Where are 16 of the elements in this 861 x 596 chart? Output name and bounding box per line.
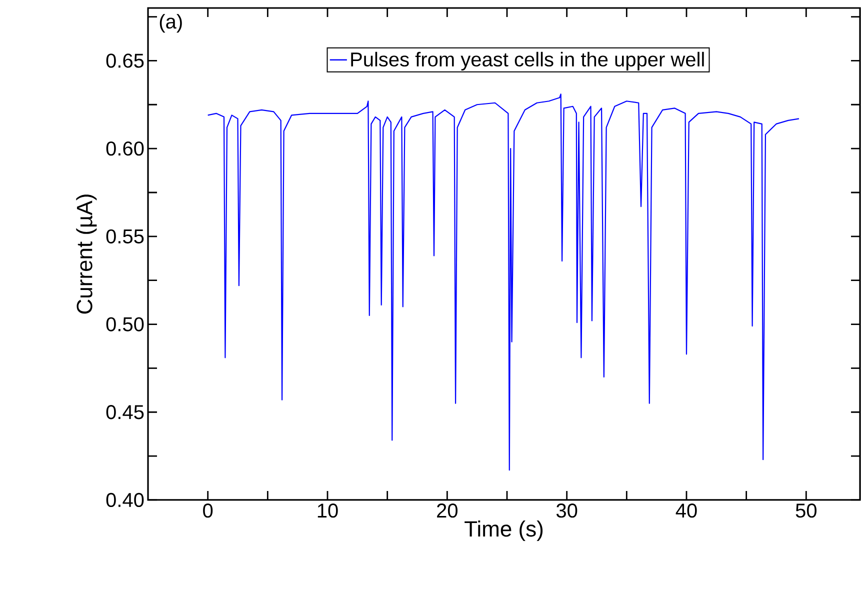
y-axis-title: Current (µA) <box>76 194 97 314</box>
y-tick-label: 0.45 <box>106 405 144 420</box>
y-tick-label: 0.40 <box>106 492 144 508</box>
y-tick-label: 0.50 <box>106 317 144 332</box>
y-tick-label: 0.55 <box>106 229 144 244</box>
x-tick-label: 0 <box>203 504 213 518</box>
legend-label: Pulses from yeast cells in the upper well <box>351 52 704 70</box>
x-tick-label: 20 <box>437 504 458 518</box>
y-tick-label: 0.65 <box>106 54 144 68</box>
x-tick-label: 40 <box>676 504 697 518</box>
annotation: (a) <box>160 14 182 33</box>
x-tick-label: 10 <box>318 504 338 518</box>
x-tick-label: 50 <box>796 504 816 518</box>
x-axis-title: Time (s) <box>464 520 543 542</box>
y-tick-label: 0.60 <box>106 141 144 156</box>
x-tick-label: 30 <box>556 504 578 518</box>
